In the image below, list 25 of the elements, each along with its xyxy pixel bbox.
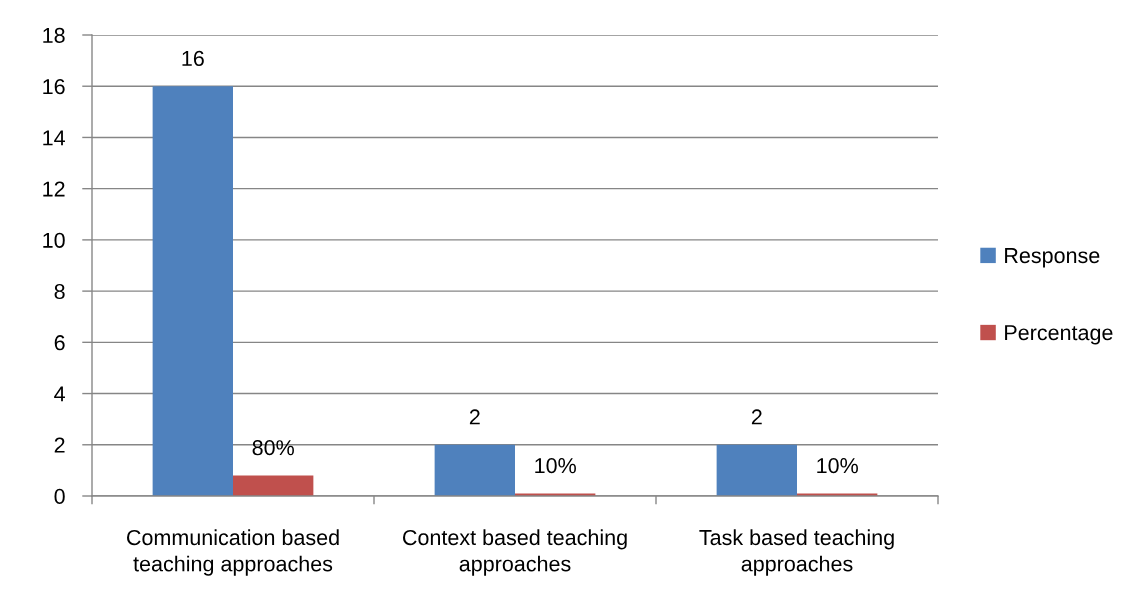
- data-label: 10%: [817, 458, 858, 474]
- data-label: 2: [469, 409, 480, 425]
- y-tick-label: 18: [43, 27, 65, 44]
- y-tick-label: 8: [54, 283, 65, 300]
- x-tick-label: Communication based teaching approaches: [127, 529, 339, 576]
- legend-label: Response: [1005, 248, 1100, 268]
- bar: [716, 444, 797, 496]
- bar: [152, 86, 233, 496]
- x-tick-label: Task based teaching approaches: [699, 529, 894, 576]
- y-tick-label: 12: [43, 181, 65, 197]
- bar: [434, 444, 515, 496]
- y-tick-label: 6: [54, 335, 65, 351]
- data-label: 2: [751, 409, 762, 425]
- x-tick-label: Context based teaching approaches: [403, 529, 627, 576]
- data-label: 16: [182, 50, 204, 67]
- y-tick-label: 2: [54, 437, 65, 453]
- y-tick-label: 14: [43, 130, 65, 146]
- y-tick-label: 0: [54, 488, 65, 505]
- y-tick-label: 4: [54, 386, 65, 402]
- legend-label: Percentage: [1005, 325, 1113, 345]
- y-tick-label: 10: [43, 232, 65, 248]
- data-label: 10%: [535, 458, 576, 474]
- data-label: 80%: [252, 440, 294, 456]
- y-tick-label: 16: [43, 78, 65, 95]
- bar: [233, 475, 314, 496]
